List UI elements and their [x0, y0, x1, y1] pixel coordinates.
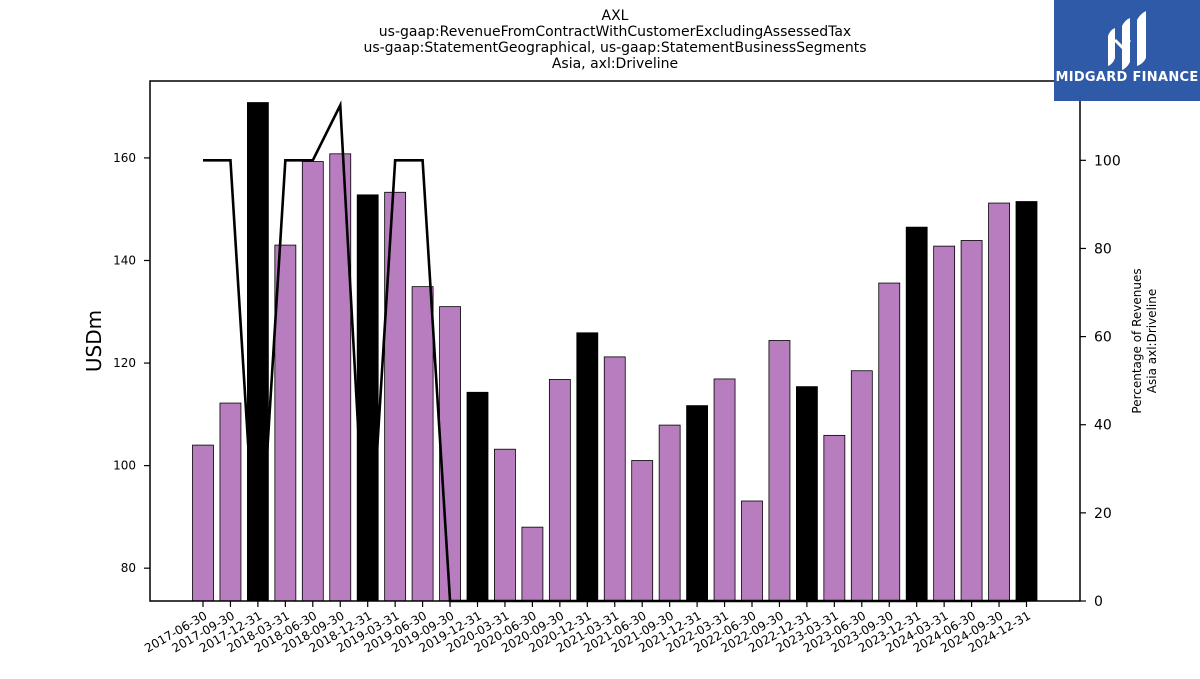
y2-tick-label-100: 100: [1094, 153, 1121, 169]
logo-text: MIDGARD FINANCE: [1055, 70, 1198, 85]
bar-2020-06-30: [521, 526, 544, 602]
bar-2023-06-30: [850, 370, 873, 602]
bar-2017-12-31: [246, 102, 269, 602]
bar-2019-12-31: [466, 391, 489, 602]
bar-2024-12-31: [1015, 201, 1038, 602]
bar-2022-12-31: [796, 386, 818, 602]
bar-2023-03-31: [823, 434, 846, 602]
y2-tick-label-40: 40: [1094, 418, 1112, 434]
secondary-axis-label-line-2: Asia axl:Driveline: [1145, 289, 1159, 393]
bar-2019-06-30: [411, 286, 434, 602]
secondary-axis-label-line-1: Percentage of Revenues: [1130, 268, 1144, 413]
bar-2021-12-31: [686, 405, 708, 602]
y-tick-label-140: 140: [113, 253, 136, 267]
bar-2020-12-31: [576, 332, 599, 602]
y-tick-label-100: 100: [113, 459, 136, 473]
bar-2022-06-30: [741, 500, 763, 602]
title-line-4: Asia, axl:Driveline: [552, 56, 678, 72]
bar-2021-06-30: [631, 460, 654, 602]
y2-tick-label-80: 80: [1094, 241, 1112, 257]
logo-mark-icon: [1108, 11, 1146, 70]
bar-2023-09-30: [878, 282, 901, 602]
bar-2017-06-30: [192, 444, 214, 602]
title-line-2: us-gaap:RevenueFromContractWithCustomerE…: [379, 24, 851, 40]
bar-2020-09-30: [548, 379, 571, 602]
y2-tick-label-0: 0: [1094, 594, 1103, 610]
secondary-axis-label: Percentage of Revenues Asia axl:Drivelin…: [1130, 268, 1159, 413]
bar-2019-03-31: [384, 191, 407, 602]
y-tick-label-120: 120: [113, 356, 136, 370]
bar-2019-09-30: [439, 306, 461, 602]
y-tick-label-80: 80: [121, 561, 136, 575]
bar-series: [192, 102, 1038, 602]
chart-title: AXL us-gaap:RevenueFromContractWithCusto…: [363, 8, 866, 72]
bar-2018-06-30: [301, 161, 324, 602]
title-line-1: AXL: [602, 8, 629, 24]
bar-2024-06-30: [960, 240, 983, 602]
bar-2023-12-31: [905, 226, 928, 602]
y2-tick-label-20: 20: [1094, 506, 1112, 522]
title-line-3: us-gaap:StatementGeographical, us-gaap:S…: [363, 40, 866, 56]
bar-2022-03-31: [713, 378, 736, 602]
midgard-finance-logo: MIDGARD FINANCE: [1054, 0, 1200, 101]
right-y-axis: 0 20 40 60 80 100: [1080, 153, 1121, 610]
bar-2022-09-30: [768, 340, 791, 602]
bar-2018-12-31: [356, 194, 379, 602]
bar-2024-03-31: [933, 245, 956, 602]
bar-2021-03-31: [603, 356, 626, 602]
x-axis: 2017-06-302017-09-302017-12-312018-03-31…: [142, 601, 1033, 655]
bar-2021-09-30: [658, 424, 681, 602]
bar-2020-03-31: [494, 448, 516, 602]
left-y-axis: 80 100 120 140 160: [113, 151, 150, 575]
y-axis-label: USDm: [82, 310, 106, 372]
bar-2024-09-30: [988, 202, 1010, 602]
bar-2017-09-30: [219, 402, 242, 602]
y2-tick-label-60: 60: [1094, 330, 1112, 346]
y-tick-label-160: 160: [113, 151, 136, 165]
